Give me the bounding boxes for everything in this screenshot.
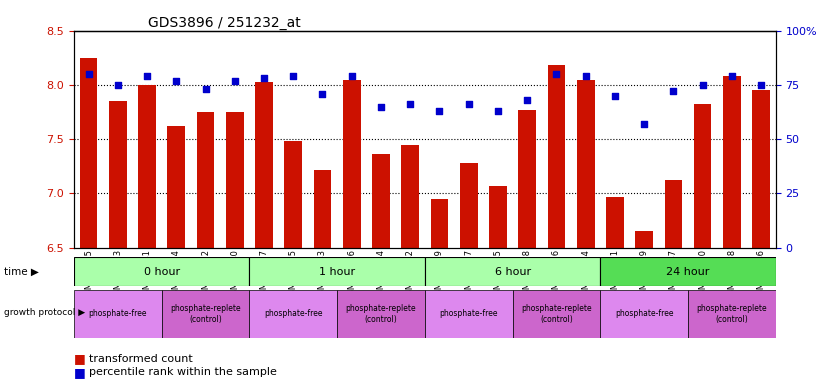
Text: 0 hour: 0 hour [144,266,180,277]
Text: 24 hour: 24 hour [667,266,710,277]
Point [111,82,124,88]
Point [316,91,329,97]
Point [374,104,388,110]
Text: phosphate-replete
(control): phosphate-replete (control) [521,304,592,324]
Bar [723,76,741,384]
Point [170,78,183,84]
Bar [694,104,712,384]
Bar [226,112,244,384]
Bar [460,163,478,384]
Point [696,82,709,88]
Text: ■: ■ [74,353,85,366]
Text: phosphate-free: phosphate-free [615,310,673,318]
Bar [577,79,594,384]
Bar [255,82,273,384]
Point [82,71,95,77]
Bar [688,290,776,338]
Bar [372,154,390,384]
Text: growth protocol ▶: growth protocol ▶ [4,308,85,318]
Point [667,88,680,94]
Point [404,101,417,108]
Bar [314,170,331,384]
Point [287,73,300,79]
Point [140,73,154,79]
Point [550,71,563,77]
Bar [489,186,507,384]
Text: phosphate-free: phosphate-free [439,310,498,318]
Bar [752,90,770,384]
Point [579,73,592,79]
Bar [600,257,776,286]
Text: phosphate-replete
(control): phosphate-replete (control) [697,304,768,324]
Bar [74,290,162,338]
Bar [162,290,250,338]
Bar [606,197,624,384]
Bar [600,290,688,338]
Bar [138,85,156,384]
Text: time ▶: time ▶ [4,266,39,276]
Point [258,75,271,81]
Point [521,97,534,103]
Bar [337,290,425,338]
Text: phosphate-replete
(control): phosphate-replete (control) [346,304,416,324]
Point [638,121,651,127]
Bar [425,290,512,338]
Bar [431,199,448,384]
Bar [74,257,250,286]
Text: transformed count: transformed count [89,354,192,364]
Text: phosphate-free: phosphate-free [264,310,323,318]
Text: GDS3896 / 251232_at: GDS3896 / 251232_at [148,16,300,30]
Bar [80,58,97,384]
Bar [250,257,425,286]
Bar [635,232,653,384]
Bar [425,257,600,286]
Text: phosphate-replete
(control): phosphate-replete (control) [170,304,241,324]
Bar [284,141,302,384]
Bar [665,180,682,384]
Point [199,86,212,93]
Text: ■: ■ [74,366,85,379]
Point [433,108,446,114]
Bar [167,126,185,384]
Point [754,82,768,88]
Bar [109,101,126,384]
Point [345,73,358,79]
Point [492,108,505,114]
Text: phosphate-free: phosphate-free [89,310,147,318]
Point [228,78,241,84]
Bar [250,290,337,338]
Point [608,93,621,99]
Bar [401,145,419,384]
Text: 6 hour: 6 hour [494,266,530,277]
Bar [548,65,565,384]
Bar [512,290,600,338]
Bar [197,112,214,384]
Point [726,73,739,79]
Bar [343,79,360,384]
Text: percentile rank within the sample: percentile rank within the sample [89,367,277,377]
Point [462,101,475,108]
Bar [519,110,536,384]
Text: 1 hour: 1 hour [319,266,355,277]
